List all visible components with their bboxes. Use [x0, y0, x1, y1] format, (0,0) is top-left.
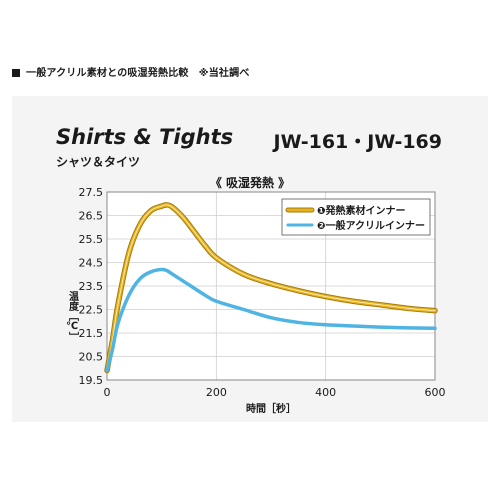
square-bullet-icon: [12, 69, 20, 77]
series-line-acrylic: [105, 267, 437, 373]
y-tick-label: 24.5: [79, 257, 104, 270]
comparison-heading-text: 一般アクリル素材との吸湿発熱比較 ※当社調べ: [26, 68, 250, 79]
legend-label: ❷一般アクリルインナー: [317, 219, 425, 232]
x-axis-label: 時間［秒］: [246, 402, 296, 415]
y-tick-label: 20.5: [79, 351, 104, 364]
y-tick-label: 19.5: [79, 374, 104, 387]
line-chart: 19.5 20.5 21.5 22.5 23.5 24.5 25.5 26.5 27.5 0 200…: [66, 186, 446, 415]
axis-ticks: 19.5 20.5 21.5 22.5 23.5 24.5 25.5 26.5 27.5 0 200…: [79, 186, 446, 399]
x-tick-label: 600: [425, 386, 446, 399]
y-tick-label: 21.5: [79, 327, 104, 340]
y-tick-label: 27.5: [79, 186, 104, 199]
chart-panel: Shirts & Tights シャツ＆タイツ JW-161・JW-169 《 …: [12, 96, 488, 422]
y-axis-label: 温度［℃］: [66, 290, 79, 342]
series-line-heat-material-highlight: [106, 204, 436, 371]
product-title-en: Shirts & Tights: [56, 125, 234, 149]
series-layer: [104, 202, 438, 374]
x-tick-label: 200: [206, 386, 227, 399]
y-tick-label: 23.5: [79, 280, 104, 293]
legend-label: ❶発熱素材インナー: [317, 204, 405, 217]
x-tick-label: 400: [315, 386, 336, 399]
y-tick-label: 26.5: [79, 210, 104, 223]
y-tick-label: 25.5: [79, 233, 104, 246]
x-tick-label: 0: [104, 386, 111, 399]
chart-subtitle: 《 吸湿発熱 》: [209, 176, 291, 190]
plot-frame: [106, 191, 436, 381]
model-number: JW-161・JW-169: [273, 131, 442, 153]
y-tick-label: 22.5: [79, 304, 104, 317]
comparison-heading: 一般アクリル素材との吸湿発熱比較 ※当社調べ: [12, 64, 250, 79]
product-title-jp: シャツ＆タイツ: [56, 155, 141, 169]
chart-legend: ❶発熱素材インナー ❷一般アクリルインナー: [281, 198, 431, 236]
legend-box: [281, 198, 431, 236]
